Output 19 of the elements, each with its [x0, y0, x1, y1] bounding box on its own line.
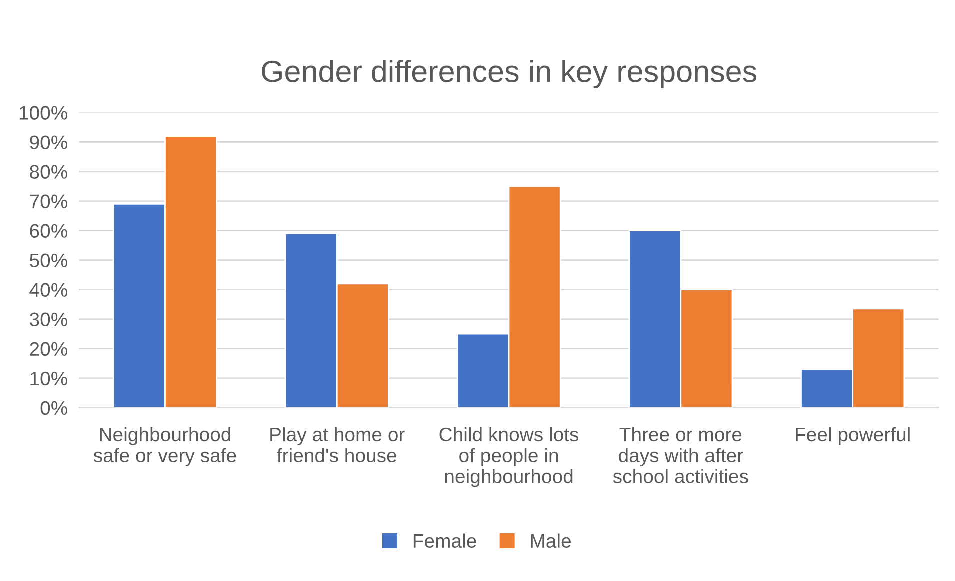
y-tick-label: 70% [30, 194, 68, 208]
x-tick-label: Feel powerful [796, 427, 910, 446]
y-tick-label: 100% [20, 106, 68, 120]
y-tick-label: 0% [40, 401, 68, 416]
y-tick-label: 30% [30, 312, 68, 327]
x-tick-label: Neighbourhood safe or very safe [94, 427, 236, 466]
legend-label: Male [531, 534, 571, 548]
y-tick-label: 50% [30, 254, 68, 268]
y-tick-label: 40% [30, 283, 68, 298]
y-tick-label: 80% [30, 165, 68, 179]
x-tick-label: Child knows lots of people in neighbourhood [440, 427, 579, 488]
chart-title: Gender differences in key responses [262, 60, 756, 88]
y-tick-label: 60% [30, 224, 68, 238]
x-tick-label: Play at home or friend's house [270, 427, 405, 463]
y-tick-label: 20% [30, 342, 68, 356]
legend-label: Female [414, 534, 476, 548]
x-tick-label: Three or more days with after school activities [613, 427, 748, 484]
y-tick-label: 90% [30, 136, 68, 150]
y-tick-label: 10% [30, 372, 68, 386]
